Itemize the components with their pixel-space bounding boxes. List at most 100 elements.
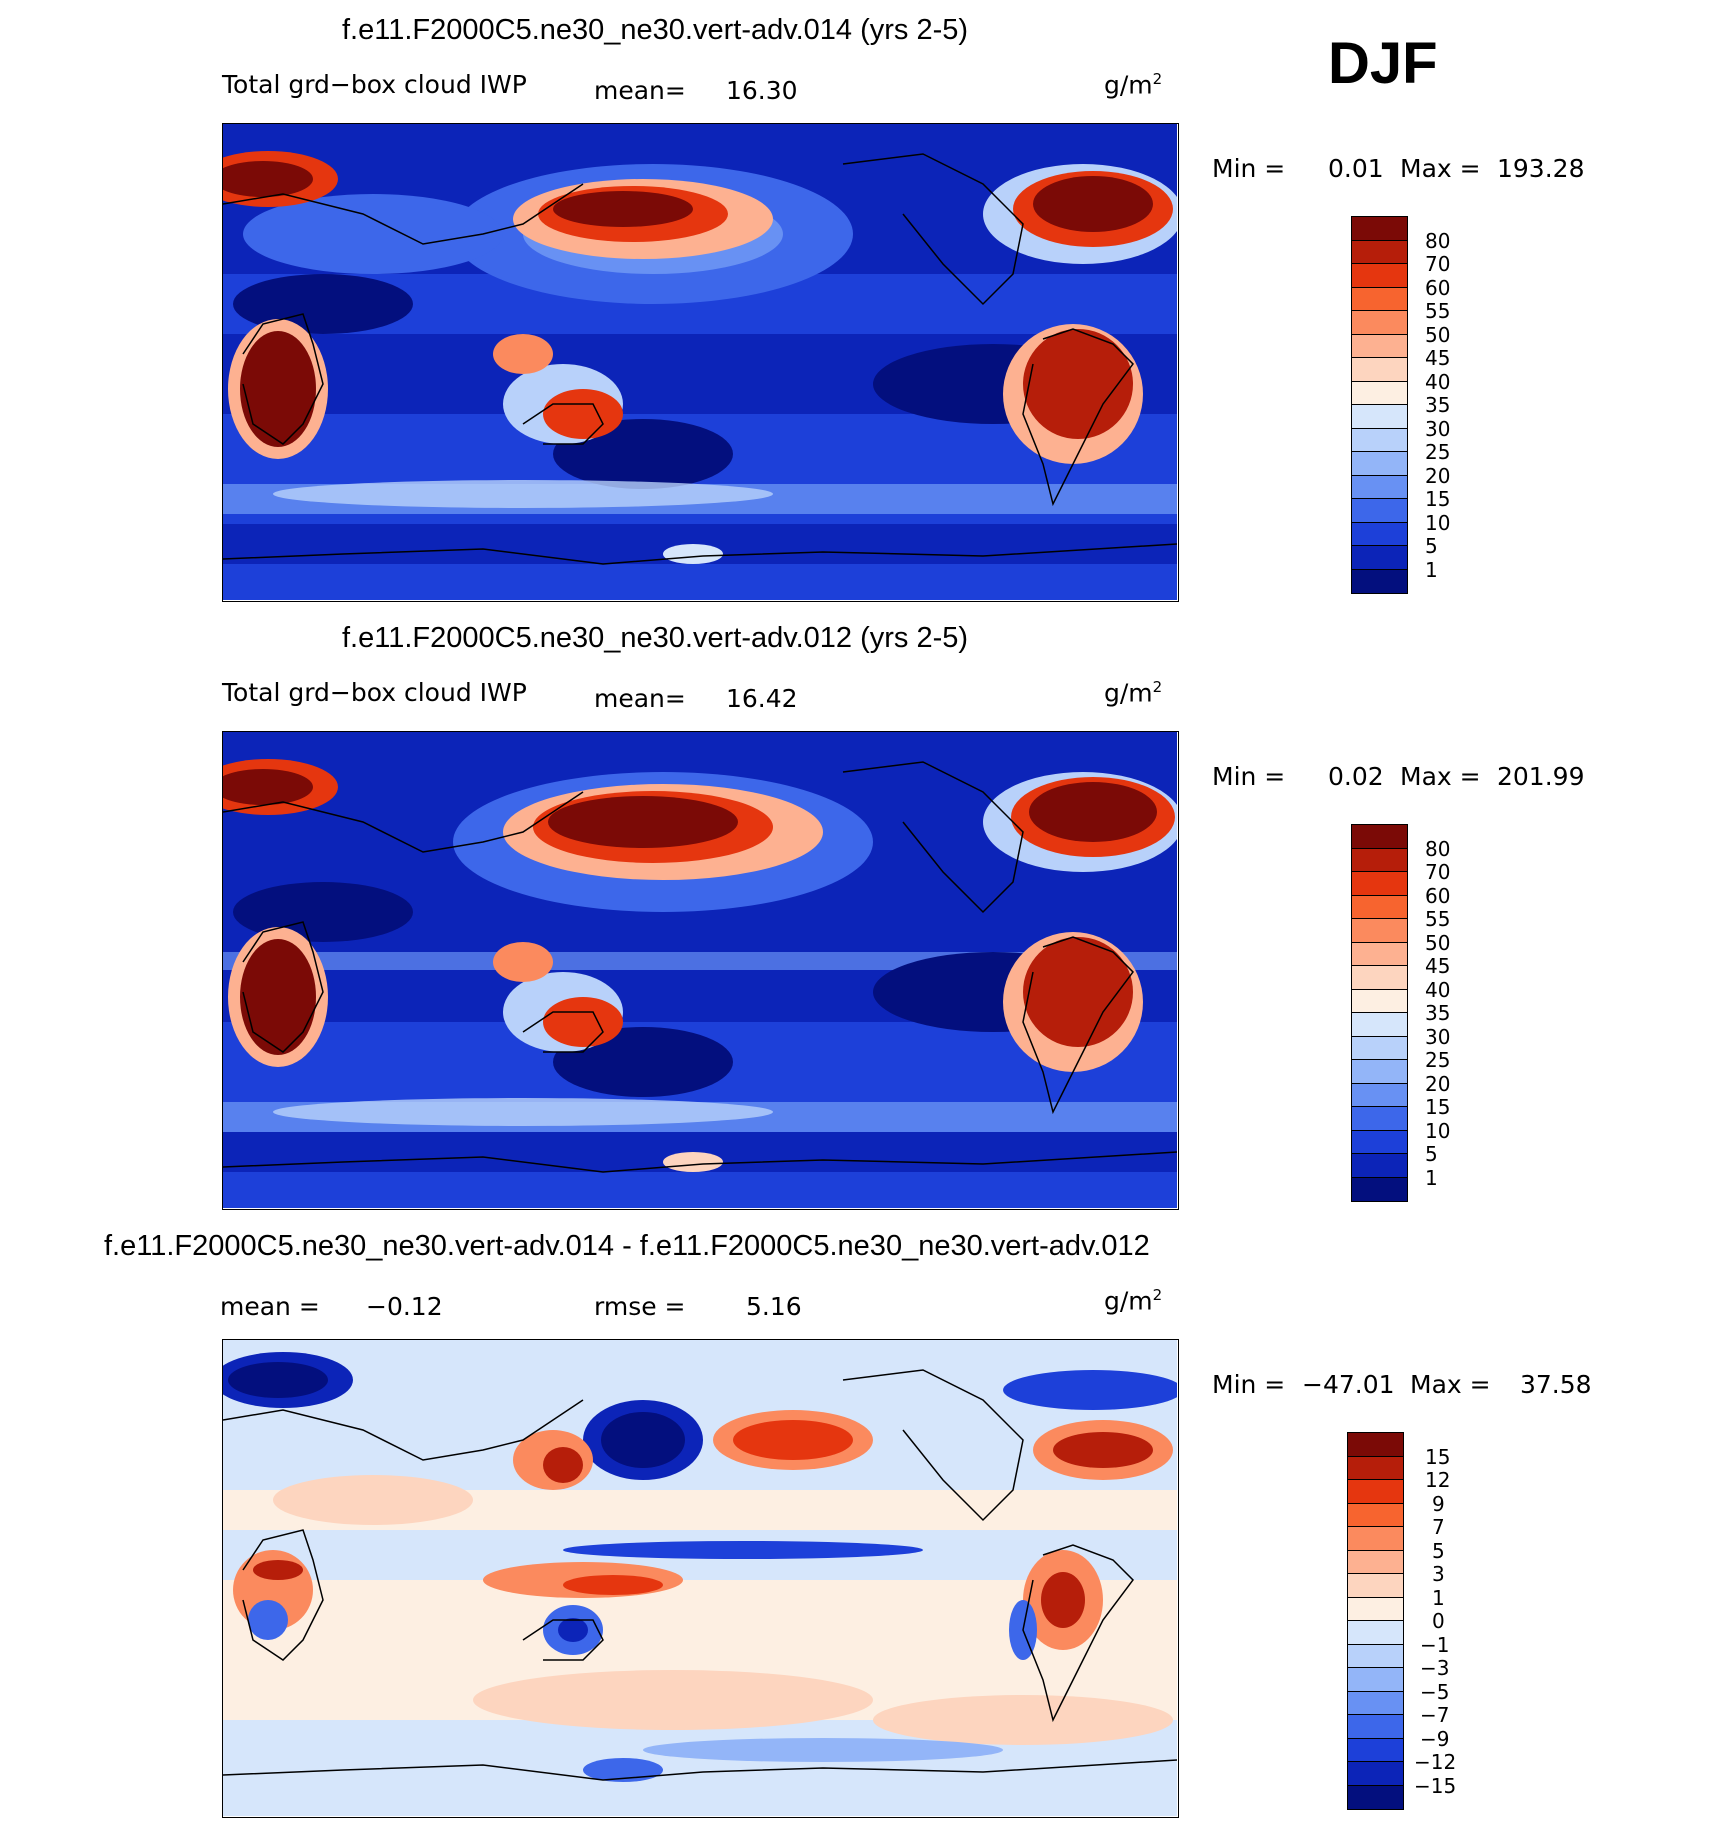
- colorbar-tick: 30: [1425, 1025, 1451, 1049]
- colorbar-tick: 15: [1425, 487, 1451, 511]
- colorbar-swatch: [1352, 1060, 1407, 1084]
- colorbar-top: [1351, 216, 1408, 594]
- colorbar-swatch: [1348, 1738, 1403, 1762]
- colorbar-swatch: [1352, 428, 1407, 452]
- colorbar-swatch: [1348, 1527, 1403, 1551]
- min-label: Min =: [1212, 1370, 1286, 1399]
- colorbar-tick: 25: [1425, 1048, 1451, 1072]
- colorbar-swatch: [1352, 334, 1407, 358]
- max-value: 37.58: [1520, 1370, 1592, 1399]
- colorbar-tick: 35: [1425, 393, 1451, 417]
- colorbar-tick: 50: [1425, 931, 1451, 955]
- colorbar-tick: 25: [1425, 440, 1451, 464]
- colorbar-tick: 5: [1432, 1539, 1445, 1563]
- max-label: Max =: [1410, 1370, 1491, 1399]
- map-field-top: [223, 124, 1177, 600]
- colorbar-swatch: [1348, 1715, 1403, 1739]
- colorbar-tick: 7: [1432, 1515, 1445, 1539]
- colorbar-swatch: [1352, 825, 1407, 849]
- colorbar-tick: 55: [1425, 907, 1451, 931]
- max-value: 201.99: [1497, 762, 1585, 791]
- colorbar-swatch: [1352, 522, 1407, 546]
- variable-label: Total grd−box cloud IWP: [222, 70, 527, 99]
- colorbar-swatch: [1352, 1107, 1407, 1131]
- colorbar-swatch: [1352, 1036, 1407, 1060]
- colorbar-swatch: [1348, 1597, 1403, 1621]
- colorbar-swatch: [1352, 872, 1407, 896]
- map-panel-middle: [222, 731, 1179, 1210]
- colorbar-tick: 0: [1432, 1609, 1445, 1633]
- colorbar-tick: 55: [1425, 299, 1451, 323]
- colorbar-swatch: [1352, 287, 1407, 311]
- colorbar-tick: 50: [1425, 323, 1451, 347]
- max-label: Max =: [1400, 154, 1481, 183]
- colorbar-swatch: [1352, 966, 1407, 990]
- colorbar-tick: 70: [1425, 252, 1451, 276]
- panel-title: f.e11.F2000C5.ne30_ne30.vert-adv.012 (yr…: [342, 622, 969, 654]
- colorbar-swatch: [1352, 311, 1407, 335]
- colorbar-swatch: [1348, 1480, 1403, 1504]
- colorbar-swatch: [1352, 919, 1407, 943]
- colorbar-tick: 5: [1425, 534, 1438, 558]
- rmse-label: rmse =: [594, 1292, 686, 1321]
- colorbar-tick: 1: [1432, 1586, 1445, 1610]
- colorbar-swatch: [1352, 405, 1407, 429]
- min-label: Min =: [1212, 154, 1286, 183]
- colorbar-swatch: [1352, 499, 1407, 523]
- colorbar-swatch: [1352, 1130, 1407, 1154]
- colorbar-tick: 70: [1425, 860, 1451, 884]
- colorbar-tick: 40: [1425, 370, 1451, 394]
- colorbar-swatch: [1348, 1574, 1403, 1598]
- colorbar-tick: 80: [1425, 229, 1451, 253]
- colorbar-tick: 45: [1425, 954, 1451, 978]
- map-panel-bottom: [222, 1339, 1179, 1818]
- colorbar-swatch: [1352, 475, 1407, 499]
- colorbar-swatch: [1352, 1013, 1407, 1037]
- colorbar-tick: −9: [1420, 1727, 1450, 1751]
- panel-title: f.e11.F2000C5.ne30_ne30.vert-adv.014 (yr…: [342, 14, 969, 46]
- colorbar-tick: 1: [1425, 1166, 1438, 1190]
- colorbar-tick: −3: [1420, 1656, 1450, 1680]
- max-value: 193.28: [1497, 154, 1585, 183]
- colorbar-tick: −1: [1420, 1633, 1450, 1657]
- colorbar-tick: 20: [1425, 464, 1451, 488]
- colorbar-tick: −12: [1414, 1750, 1457, 1774]
- colorbar-swatch: [1352, 895, 1407, 919]
- colorbar-tick: −15: [1414, 1774, 1457, 1798]
- colorbar-swatch: [1348, 1644, 1403, 1668]
- rmse-value: 5.16: [746, 1292, 802, 1321]
- colorbar-tick: 60: [1425, 276, 1451, 300]
- colorbar-swatch: [1352, 1177, 1407, 1201]
- map-field-bottom: [223, 1340, 1177, 1816]
- colorbar-tick: −5: [1420, 1680, 1450, 1704]
- map-field-middle: [223, 732, 1177, 1208]
- mean-label: mean=: [594, 684, 686, 713]
- mean-label: mean =: [220, 1292, 320, 1321]
- colorbar-swatch: [1352, 1154, 1407, 1178]
- mean-value: 16.30: [726, 76, 798, 105]
- colorbar-tick: 15: [1425, 1095, 1451, 1119]
- colorbar-middle: [1351, 824, 1408, 1202]
- colorbar-tick: 40: [1425, 978, 1451, 1002]
- colorbar-tick: −7: [1420, 1703, 1450, 1727]
- colorbar-swatch: [1348, 1668, 1403, 1692]
- colorbar-swatch: [1352, 381, 1407, 405]
- mean-label: mean=: [594, 76, 686, 105]
- colorbar-tick: 30: [1425, 417, 1451, 441]
- colorbar-swatch: [1348, 1691, 1403, 1715]
- colorbar-swatch: [1352, 217, 1407, 241]
- colorbar-swatch: [1348, 1456, 1403, 1480]
- units-label: g/m2: [1104, 1286, 1163, 1316]
- colorbar-tick: 5: [1425, 1142, 1438, 1166]
- colorbar-swatch: [1352, 264, 1407, 288]
- colorbar-swatch: [1352, 989, 1407, 1013]
- colorbar-tick: 3: [1432, 1562, 1445, 1586]
- colorbar-swatch: [1352, 358, 1407, 382]
- season-label: DJF: [1328, 31, 1438, 96]
- colorbar-swatch: [1352, 1083, 1407, 1107]
- colorbar-swatch: [1352, 942, 1407, 966]
- colorbar-swatch: [1348, 1621, 1403, 1645]
- colorbar-swatch: [1352, 569, 1407, 593]
- colorbar-tick: 35: [1425, 1001, 1451, 1025]
- colorbar-swatch: [1352, 546, 1407, 570]
